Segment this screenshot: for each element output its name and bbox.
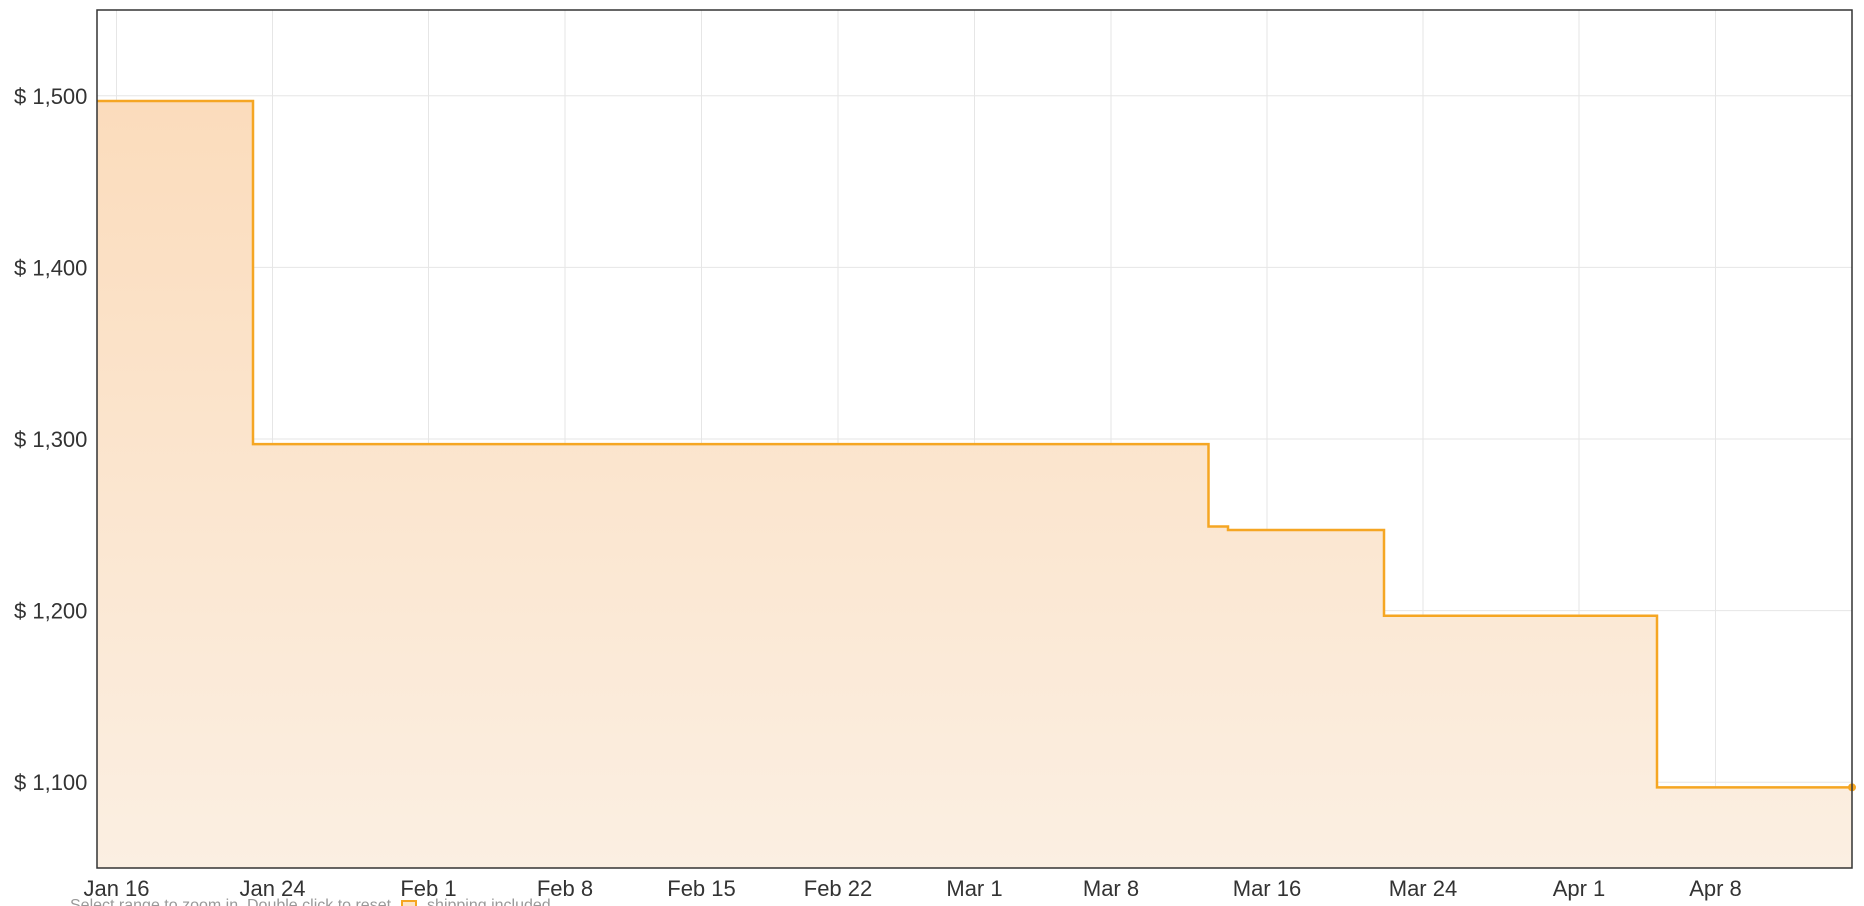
y-tick-label: $ 1,100 <box>14 770 87 795</box>
price-area <box>97 100 1852 868</box>
y-tick-label: $ 1,400 <box>14 255 87 280</box>
series-area <box>97 100 1852 868</box>
x-tick-label: Apr 1 <box>1553 876 1606 901</box>
x-tick-label: Mar 16 <box>1233 876 1301 901</box>
x-tick-label: Feb 15 <box>667 876 736 901</box>
x-tick-label: Feb 22 <box>804 876 873 901</box>
zoom-hint: Select range to zoom in. Double click to… <box>70 897 392 906</box>
x-tick-label: Mar 1 <box>946 876 1002 901</box>
x-tick-label: Apr 8 <box>1689 876 1742 901</box>
y-tick-label: $ 1,500 <box>14 84 87 109</box>
x-tick-label: Feb 8 <box>537 876 593 901</box>
legend-swatch <box>401 900 418 906</box>
x-tick-label: Jan 24 <box>239 876 305 901</box>
chart-footer: Select range to zoom in. Double click to… <box>70 897 551 906</box>
x-tick-label: Mar 8 <box>1083 876 1139 901</box>
legend-label: shipping included <box>427 897 551 906</box>
y-tick-label: $ 1,200 <box>14 599 87 624</box>
price-line <box>97 99 1852 789</box>
x-tick-label: Feb 1 <box>400 876 456 901</box>
x-axis: Jan 16 Jan 24 Feb 1 Feb 8 Feb 15 Feb 22 Mar 1 M… <box>83 876 1741 901</box>
plot-frame <box>96 9 1853 869</box>
y-tick-label: $ 1,300 <box>14 427 87 452</box>
x-tick-label: Jan 16 <box>83 876 149 901</box>
x-tick-label: Mar 24 <box>1389 876 1457 901</box>
y-axis: $ 1,100 $ 1,200 $ 1,300 $ 1,400 $ 1,500 <box>14 84 87 795</box>
